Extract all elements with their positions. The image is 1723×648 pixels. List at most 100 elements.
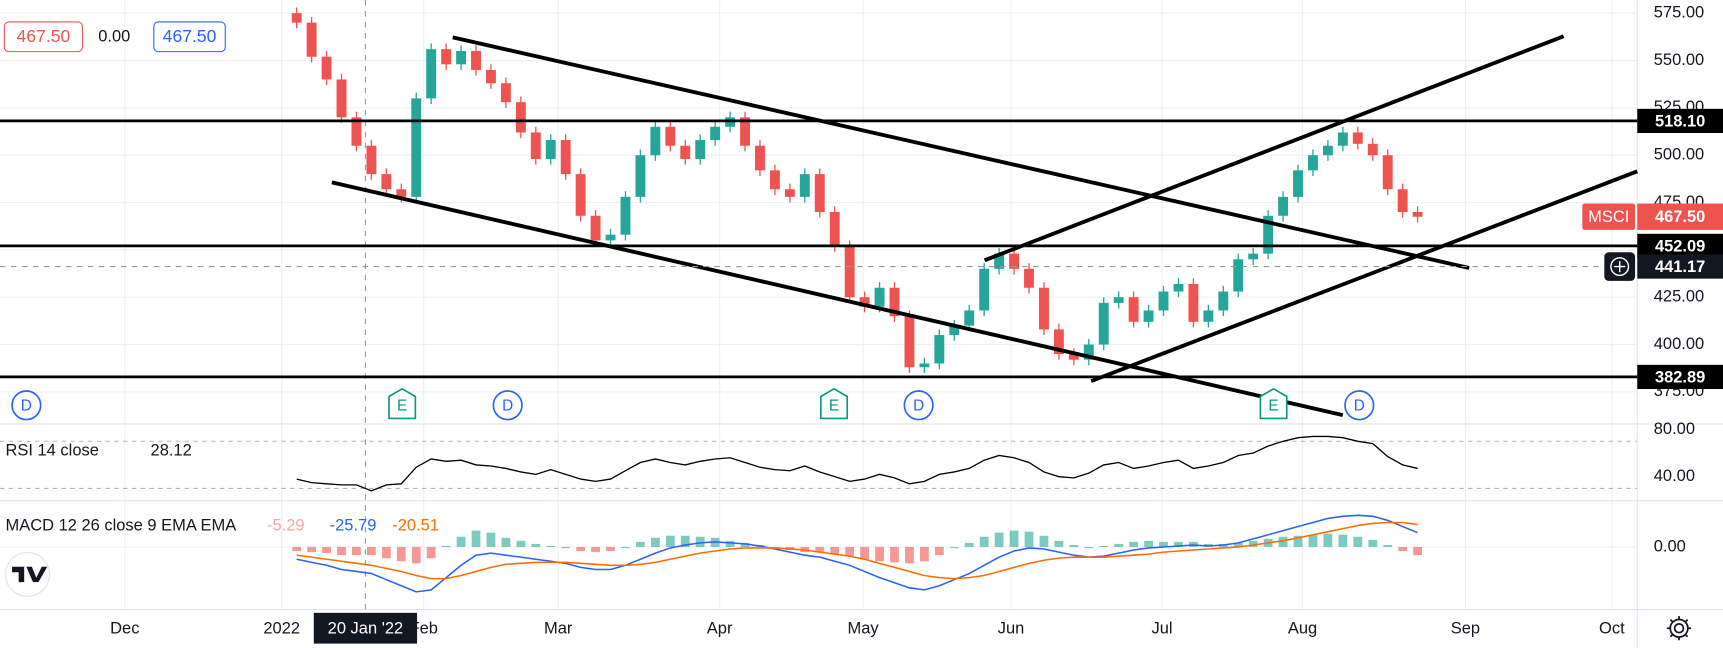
macd-histogram-bar xyxy=(307,546,317,553)
logo[interactable] xyxy=(4,551,50,597)
legend-value: 0.00 xyxy=(98,28,130,46)
macd-histogram-bar xyxy=(905,546,914,564)
signal-line xyxy=(296,521,1418,580)
event-marker[interactable] xyxy=(903,390,934,421)
macd-histogram-bar xyxy=(1233,542,1243,547)
macd-histogram-bar xyxy=(740,542,750,547)
macd-histogram-bar xyxy=(1039,535,1049,547)
macd-histogram-bar xyxy=(979,536,989,547)
macd-histogram-bar xyxy=(486,532,496,547)
candle-body xyxy=(1397,189,1408,212)
candle-body xyxy=(530,132,541,159)
event-label: E xyxy=(1268,397,1278,414)
candle-body xyxy=(1024,268,1034,288)
macd-histogram-bar xyxy=(815,546,825,553)
candle-body xyxy=(441,49,452,65)
candle-body xyxy=(291,13,302,23)
macd-histogram-bar xyxy=(621,546,630,549)
candle-body xyxy=(1098,302,1109,345)
macd-histogram-bar xyxy=(636,541,645,547)
x-tick-label: Sep xyxy=(1451,620,1480,638)
last-price-label: 467.50 xyxy=(1655,208,1705,226)
macd-histogram-bar xyxy=(591,546,600,553)
candle-body xyxy=(426,49,437,99)
x-tick-label: 2022 xyxy=(263,620,300,638)
macd-histogram-bar xyxy=(1413,546,1422,556)
x-tick-label: Apr xyxy=(707,620,733,638)
y-tick-label: 500.00 xyxy=(1654,146,1704,164)
macd-histogram-bar xyxy=(1114,543,1124,547)
macd-histogram-bar xyxy=(322,546,331,554)
candle-body xyxy=(784,189,795,197)
candle-body xyxy=(874,287,885,307)
candle-body xyxy=(1173,283,1184,292)
candle-body xyxy=(829,211,840,247)
macd-histogram-bar xyxy=(1159,541,1168,547)
macd-histogram-bar xyxy=(531,543,541,547)
trend-line xyxy=(1090,169,1638,383)
macd-histogram-bar xyxy=(919,546,929,562)
macd-histogram-bar xyxy=(426,546,436,559)
candle-body xyxy=(366,145,377,175)
macd-histogram-bar xyxy=(964,542,974,547)
macd-histogram-bar xyxy=(396,546,406,562)
candle-body xyxy=(1322,145,1333,156)
event-marker[interactable] xyxy=(1259,387,1288,420)
macd-histogram-bar xyxy=(680,535,690,547)
candle-body xyxy=(471,51,481,70)
macd-legend: MACD 12 26 close 9 EMA EMA xyxy=(5,516,236,534)
candle-body xyxy=(1113,297,1124,303)
macd-histogram-bar xyxy=(441,545,451,548)
event-label: D xyxy=(502,397,513,414)
event-label: D xyxy=(1354,397,1365,414)
candle-body xyxy=(934,335,945,364)
macd-histogram-bar xyxy=(994,532,1004,547)
level-label: 518.10 xyxy=(1655,112,1705,130)
candle-body xyxy=(1068,354,1079,360)
event-marker[interactable] xyxy=(1344,390,1375,421)
trend-line xyxy=(452,35,1470,270)
macd-histogram-bar xyxy=(606,546,615,552)
candle-body xyxy=(456,51,467,65)
candle-body xyxy=(979,268,990,311)
candle-body xyxy=(650,126,661,156)
rsi-line xyxy=(296,435,1418,492)
macd-histogram-bar xyxy=(381,546,391,559)
macd-histogram-bar xyxy=(292,546,302,552)
y-tick-label: 575.00 xyxy=(1654,4,1704,22)
settings-button[interactable] xyxy=(1666,616,1692,641)
event-marker[interactable] xyxy=(11,390,42,421)
event-marker[interactable] xyxy=(388,387,417,420)
candle-body xyxy=(1367,143,1378,156)
macd-histogram-bar xyxy=(695,536,705,547)
y-tick-label: 40.00 xyxy=(1654,467,1695,485)
crosshair-y-box xyxy=(1637,254,1723,279)
macd-histogram-bar xyxy=(546,545,556,548)
macd-histogram-bar xyxy=(561,546,571,549)
candle-body xyxy=(949,325,960,336)
macd-histogram-bar xyxy=(830,546,840,555)
legend-box xyxy=(3,21,83,53)
event-marker[interactable] xyxy=(492,390,523,421)
y-tick-label: 425.00 xyxy=(1654,288,1704,306)
add-alert-icon xyxy=(1614,261,1626,273)
trend-line xyxy=(983,34,1565,263)
candle-body xyxy=(411,98,422,197)
candle-body xyxy=(1039,287,1049,330)
symbol-label-box xyxy=(1582,203,1636,230)
candle-body xyxy=(859,297,870,307)
level-label-box xyxy=(1637,364,1723,390)
legend-box xyxy=(153,21,226,53)
candle-body xyxy=(755,145,765,171)
event-marker[interactable] xyxy=(820,387,849,420)
level-label-box xyxy=(1637,108,1723,133)
event-label: E xyxy=(829,397,839,414)
candle-body xyxy=(1218,291,1229,311)
candle-body xyxy=(665,126,676,146)
candle-body xyxy=(1233,259,1244,292)
grid xyxy=(0,0,1638,610)
candle-body xyxy=(994,253,1005,269)
candle-body xyxy=(500,83,511,103)
macd-histogram-bar xyxy=(1278,536,1288,547)
